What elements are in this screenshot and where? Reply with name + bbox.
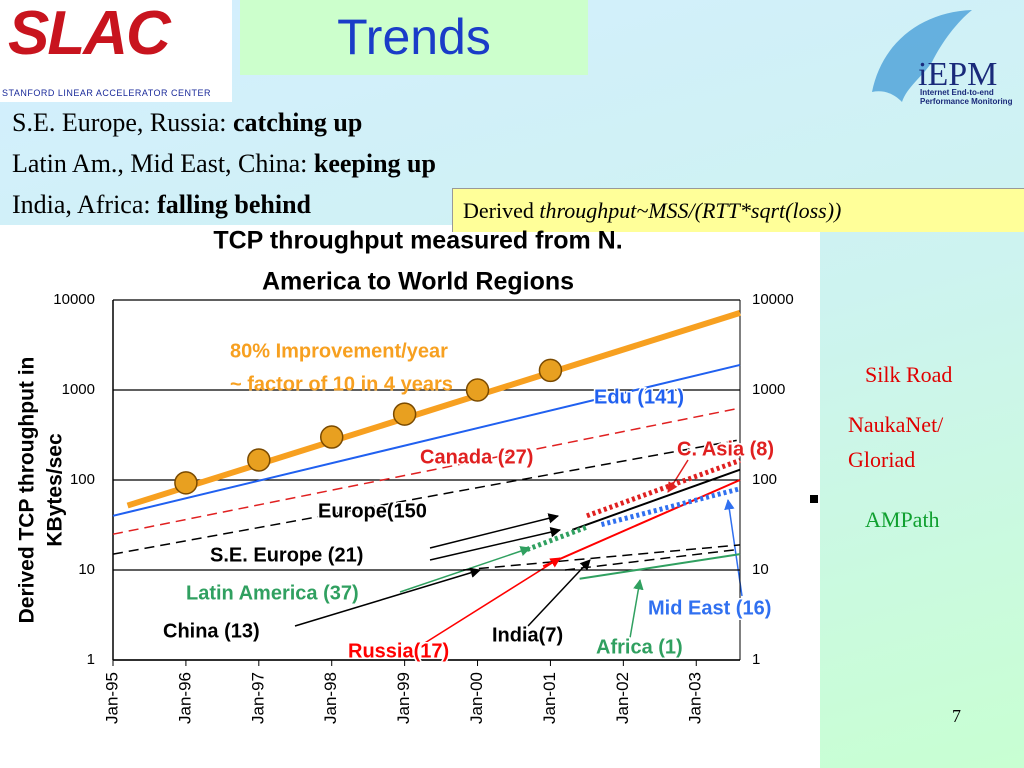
trend-point [538, 358, 563, 383]
y-tick-label: 10 [78, 561, 95, 578]
chart-title: America to World Regions [262, 268, 574, 296]
bullet-dot [810, 495, 818, 503]
series-line [112, 363, 741, 517]
side-label: AMPath [865, 507, 940, 532]
series-line [462, 544, 741, 571]
trend-point [174, 471, 198, 495]
series-label: China (13) [163, 620, 260, 642]
bullet: S.E. Europe, Russia: catching up [12, 108, 362, 138]
iepm-logo: iEPM Internet End-to-end Performance Mon… [862, 2, 1022, 107]
logo-line: Performance Monitoring [920, 97, 1013, 106]
side-label: Gloriad [848, 447, 916, 472]
bullet-text: India, Africa: [12, 190, 151, 219]
arrows [294, 459, 743, 647]
chart-title: TCP throughput measured from N. [213, 227, 622, 255]
trend-point [465, 378, 490, 402]
bullet-emphasis: catching up [233, 108, 363, 137]
y2-tick-label: 100 [752, 471, 777, 488]
series-line [542, 479, 741, 568]
x-tick-label: Jan-99 [394, 672, 413, 724]
series-label: Europe(150 [318, 500, 427, 522]
series-line [112, 439, 741, 555]
series-label: C. Asia (8) [677, 438, 774, 460]
side-label: NaukaNet/ [848, 412, 944, 437]
page-number: 7 [952, 706, 961, 726]
series-line [112, 407, 741, 535]
y2-tick-label: 10000 [752, 291, 794, 308]
series-label: Russia(17) [348, 640, 449, 662]
y-axis-label: KBytes/sec [44, 433, 67, 547]
series-label: India(7) [492, 624, 563, 646]
series-label: Latin America (37) [186, 582, 359, 604]
logo-line: Internet End-to-end [920, 88, 994, 97]
y2-tick-label: 10 [752, 561, 769, 578]
series-label: Edu (141) [594, 386, 684, 408]
trend-annotation: 80% Improvement/year [230, 340, 448, 362]
y-tick-label: 1 [87, 651, 95, 668]
logo-name: SLAC [8, 0, 171, 68]
side-label: Silk Road [865, 362, 953, 387]
x-tick-label: Jan-02 [613, 672, 632, 724]
x-tick-label: Jan-96 [175, 672, 194, 724]
trend-point [319, 425, 344, 449]
x-tick-label: Jan-98 [321, 672, 340, 724]
formula: Derived throughput~MSS/(RTT*sqrt(loss)) [452, 188, 1024, 232]
logo-subtitle: Stanford Linear Accelerator Center [2, 88, 212, 98]
series-label: Africa (1) [596, 636, 683, 658]
bullet-text: Latin Am., Mid East, China: [12, 149, 308, 178]
trend-point [392, 402, 417, 426]
x-tick-label: Jan-03 [686, 672, 705, 724]
series-label: S.E. Europe (21) [210, 544, 363, 566]
x-tick-label: Jan-00 [467, 672, 486, 724]
bullet-emphasis: keeping up [313, 149, 436, 178]
bullet: Latin Am., Mid East, China: keeping up [12, 149, 436, 179]
bullet: India, Africa: falling behind [12, 190, 311, 220]
y2-tick-label: 1000 [752, 381, 785, 398]
series-line [571, 468, 741, 531]
chart-background [0, 225, 820, 768]
y2-tick-label: 1 [752, 651, 760, 668]
x-tick-label: Jan-01 [540, 672, 559, 724]
slac-logo: SLAC Stanford Linear Accelerator Center [0, 0, 232, 102]
series-line [579, 553, 741, 580]
series-label: Canada (27) [420, 446, 533, 468]
trend-point [247, 448, 271, 472]
trend-annotation: ~ factor of 10 in 4 years [230, 373, 453, 395]
slide-title: Trends [240, 0, 588, 75]
y-tick-label: 10000 [53, 291, 95, 308]
y-tick-label: 100 [70, 471, 95, 488]
series-line [586, 458, 741, 519]
series-line [564, 548, 741, 571]
x-tick-label: Jan-97 [248, 672, 267, 724]
y-axis-label: Derived TCP throughput in [16, 357, 39, 624]
logo-name: iEPM [918, 56, 998, 93]
dolphin [872, 10, 972, 102]
x-tick-label: Jan-95 [102, 672, 121, 724]
formula-emphasis: throughput~MSS/(RTT*sqrt(loss)) [539, 198, 842, 223]
bullet-emphasis: falling behind [157, 190, 312, 219]
formula-text: Derived [463, 198, 534, 223]
trend-line [126, 309, 741, 509]
series-label: Mid East (16) [648, 597, 771, 619]
y-tick-label: 1000 [62, 381, 95, 398]
bullet-text: S.E. Europe, Russia: [12, 108, 227, 137]
